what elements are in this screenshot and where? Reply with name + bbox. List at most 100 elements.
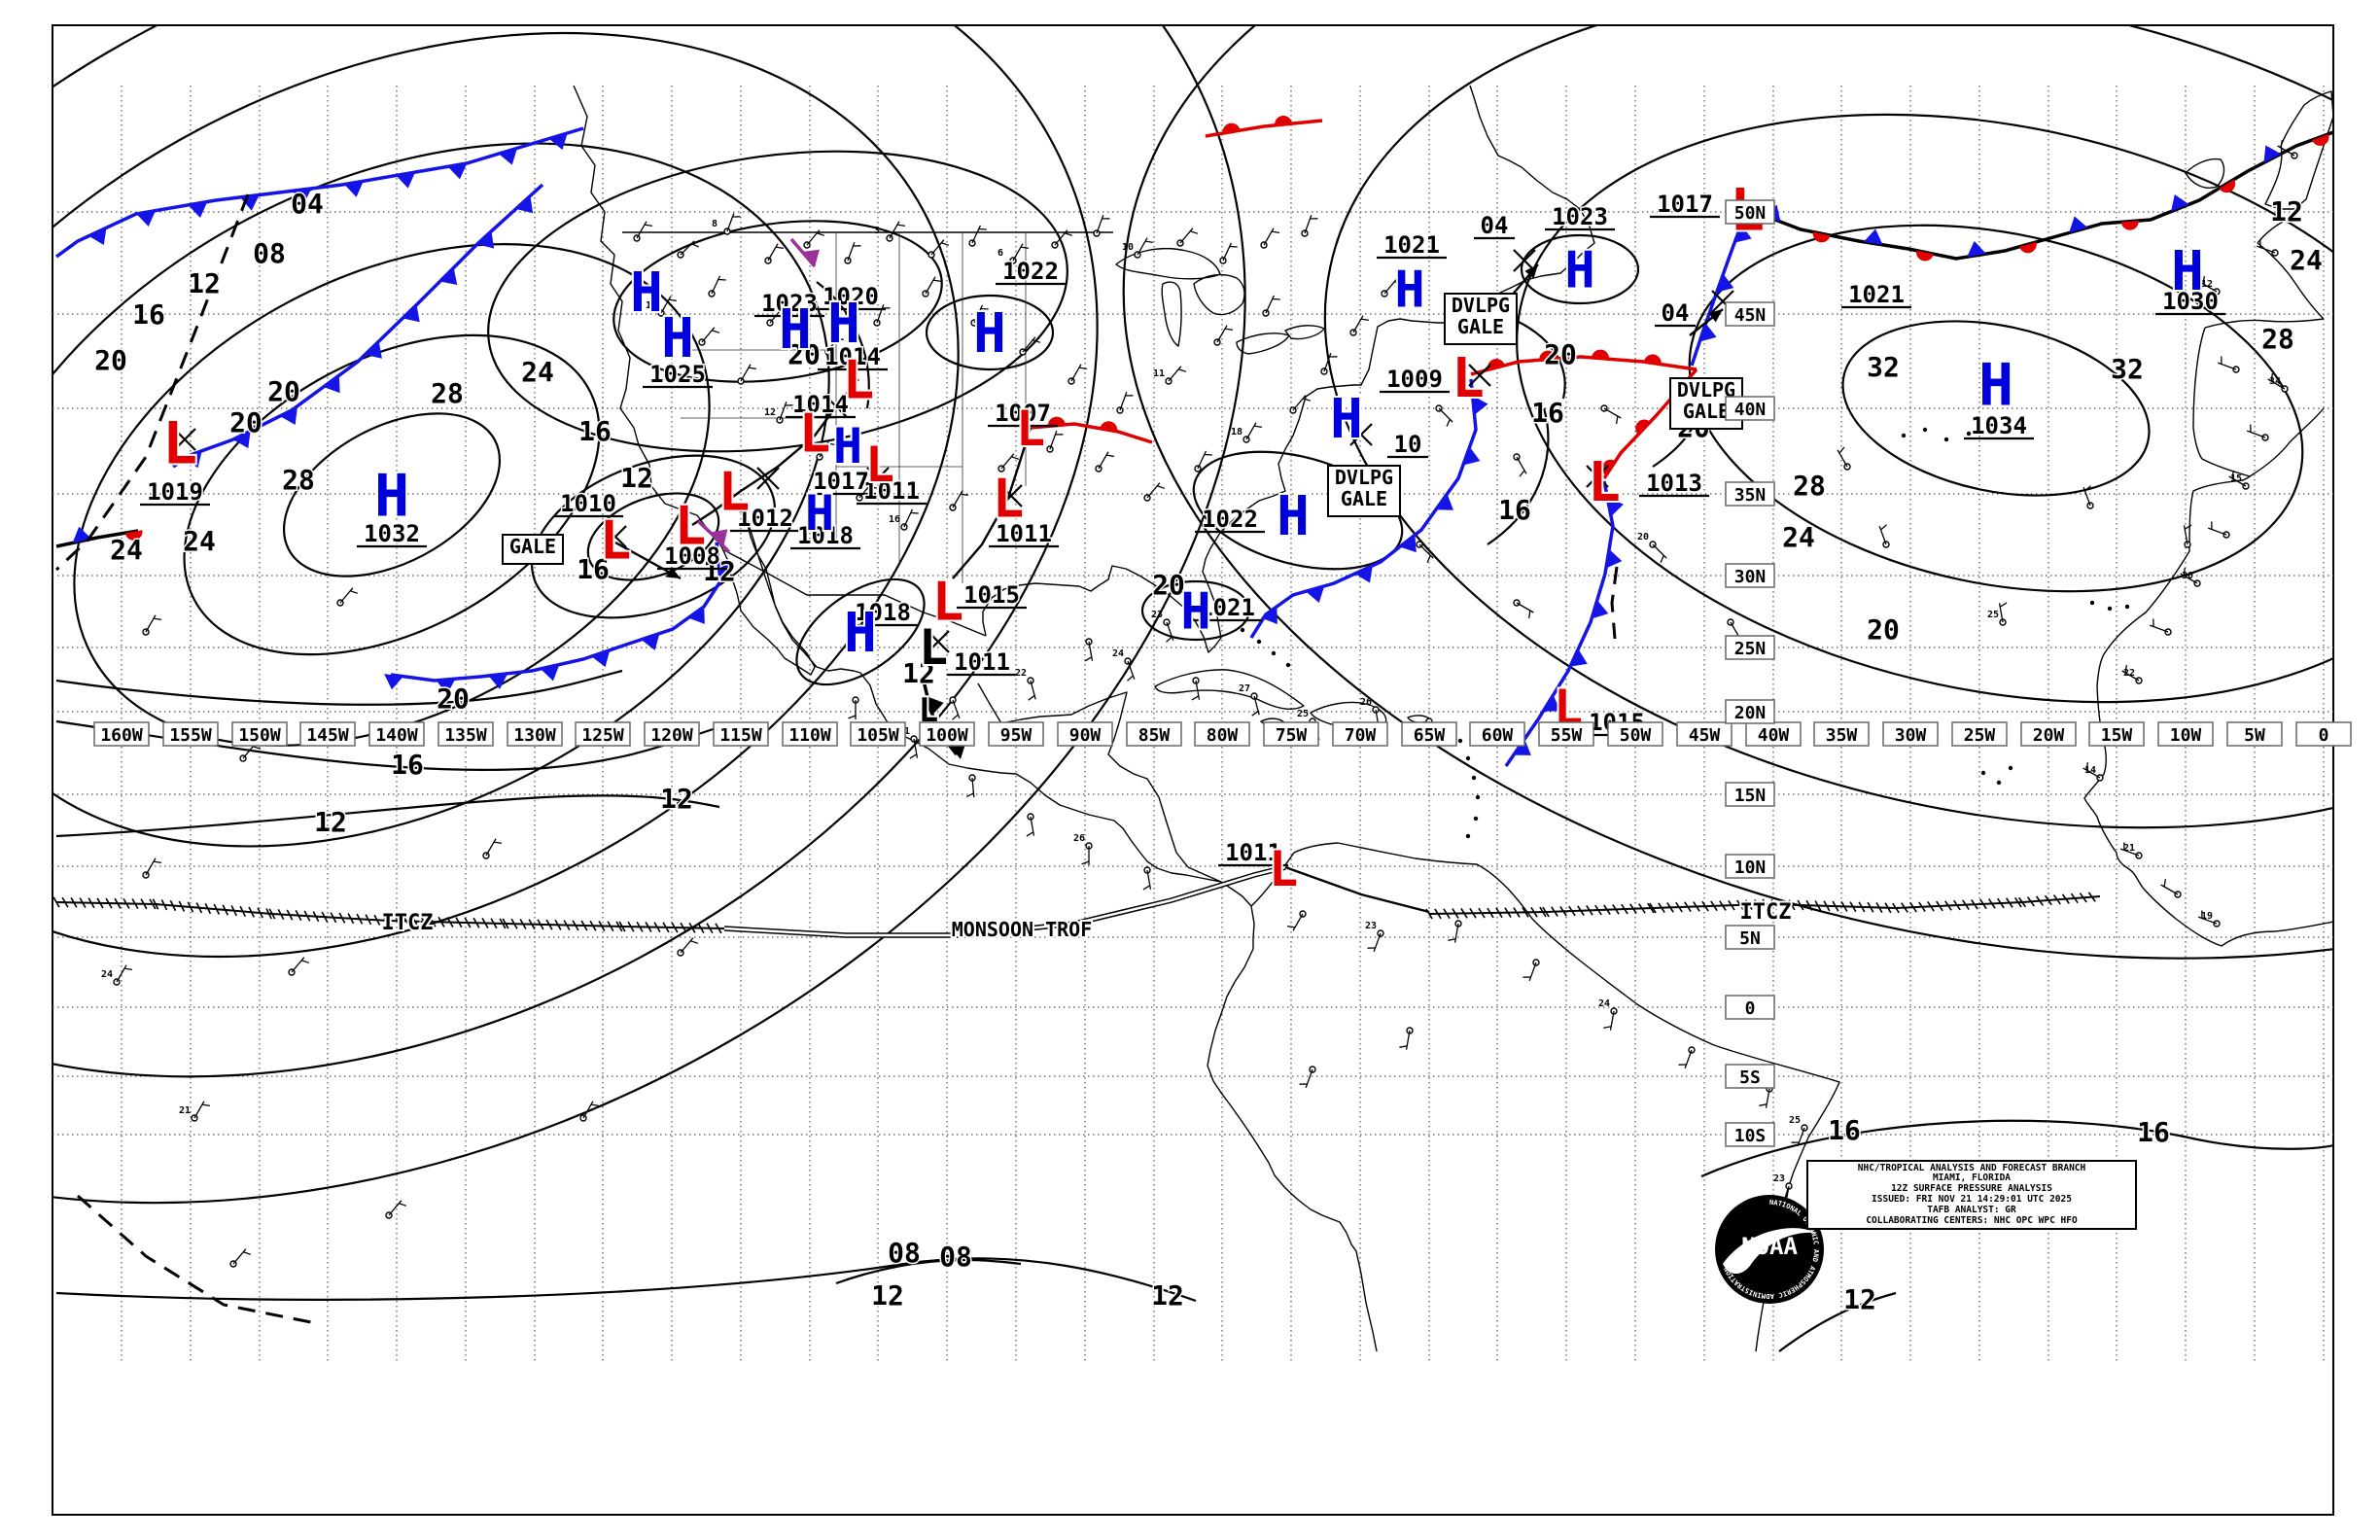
station-plot — [1191, 677, 1201, 701]
station-plot: 11 — [1153, 366, 1187, 385]
front-marker — [641, 633, 660, 650]
isobar — [531, 454, 776, 619]
isobar-label: 04 — [291, 188, 324, 220]
isobar-label: 20 — [229, 406, 262, 438]
front-trof_dashed — [77, 1194, 322, 1326]
front-cold — [384, 542, 734, 694]
front-marker — [2171, 193, 2189, 212]
station-plot — [482, 838, 503, 859]
isobar-label: 16 — [2137, 1116, 2170, 1148]
station-plot — [1299, 1066, 1316, 1089]
station-plot — [288, 957, 310, 976]
isobar-label: 12 — [620, 462, 653, 494]
isobar-label: 12 — [1151, 1279, 1184, 1312]
coastline — [573, 85, 1378, 1352]
station-plot — [816, 439, 836, 461]
station-plot — [873, 303, 891, 327]
longitude-box — [1401, 721, 1457, 747]
station-plot — [965, 774, 976, 798]
isobar — [1487, 407, 1550, 545]
latitude-box — [1725, 854, 1775, 879]
front-marker — [1543, 694, 1561, 712]
low-pressure-center: L — [843, 349, 875, 410]
isobar-label: 12 — [660, 783, 693, 815]
svg-text:11: 11 — [1153, 368, 1165, 379]
info-line-issued: ISSUED: FRI NOV 21 14:29:01 UTC 2025 — [1872, 1195, 2072, 1205]
station-plot — [1194, 450, 1212, 472]
front-marker — [927, 696, 944, 717]
front-marker — [124, 530, 143, 541]
coastline — [977, 682, 1222, 883]
latitude-label: 5S — [1739, 1068, 1761, 1088]
isobar-label: 28 — [1793, 470, 1826, 502]
station-plot: 22 — [2121, 664, 2143, 684]
isobar-label: 28 — [2261, 323, 2294, 355]
x-mark — [1513, 249, 1536, 272]
front-marker — [279, 407, 298, 425]
longitude-label: 70W — [1345, 725, 1377, 746]
front-marker — [1605, 548, 1623, 569]
pressure-value-label: 1022 — [1002, 258, 1059, 285]
front-marker — [540, 664, 560, 682]
longitude-label: 15W — [2101, 725, 2133, 746]
longitude-box — [368, 721, 425, 747]
coastline — [1284, 325, 1325, 340]
longitude-label: 35W — [1826, 725, 1858, 746]
map-border — [52, 24, 2334, 1516]
station-plot: 15 — [1034, 430, 1064, 453]
front-marker — [1275, 115, 1293, 125]
front-marker — [1462, 446, 1481, 466]
station-plot — [1084, 638, 1094, 662]
coastline — [982, 85, 1595, 653]
isobar — [1323, 25, 2333, 829]
longitude-label: 25W — [1964, 725, 1996, 746]
pressure-value-label: 1017 — [1657, 191, 1713, 218]
station-plot — [229, 1248, 252, 1268]
island-dot — [1943, 437, 1949, 442]
pressure-value-label: 1007 — [995, 400, 1051, 427]
station-plot — [1286, 910, 1307, 931]
station-plot — [1320, 352, 1338, 375]
front-marker — [1399, 535, 1417, 553]
front-marker — [948, 742, 966, 759]
isobar-label: 20 — [1152, 569, 1185, 601]
isobar-label: 24 — [110, 534, 143, 566]
station-plot — [677, 937, 699, 957]
svg-text:24: 24 — [101, 969, 113, 980]
front-itcz — [52, 896, 725, 934]
isobar-label: 12 — [902, 657, 935, 689]
station-plot: 24 — [101, 964, 133, 986]
longitude-label: 125W — [581, 725, 624, 746]
front-stationary — [1746, 130, 2333, 262]
station-plot — [949, 490, 969, 511]
station-plots: 8361011121615181120252427252623222126232… — [101, 139, 2298, 1268]
isobar-label: 12 — [871, 1279, 904, 1312]
front-stationary — [55, 526, 143, 548]
isobar-label: 16 — [578, 415, 612, 447]
front-marker — [344, 181, 364, 197]
svg-text:12: 12 — [764, 407, 776, 418]
high-pressure-center: H — [661, 307, 694, 370]
low-pressure-center: L — [600, 509, 632, 571]
high-pressure-center: H — [844, 602, 877, 665]
longitude-box — [438, 721, 494, 747]
low-pressure-center: L — [675, 495, 707, 556]
svg-text:34: 34 — [2269, 376, 2281, 387]
isobar-label: 12 — [188, 267, 221, 299]
low-pressure-center: L — [919, 619, 948, 676]
isobar-label: 20 — [788, 338, 821, 370]
svg-text:27: 27 — [1239, 683, 1250, 694]
station-plot: 8 — [712, 212, 741, 235]
pressure-value-label: 1011 — [954, 648, 1010, 676]
front-marker — [1222, 122, 1241, 134]
front-marker — [498, 148, 517, 165]
front-cold — [172, 183, 544, 469]
isobar — [1122, 25, 2333, 960]
front-marker — [2312, 133, 2329, 146]
low-pressure-center: L — [162, 410, 197, 478]
isobar-label: 12 — [1843, 1283, 1876, 1315]
pressure-value-label: 10 — [1394, 431, 1422, 458]
x-mark — [927, 630, 950, 653]
station-plot — [1262, 295, 1280, 317]
